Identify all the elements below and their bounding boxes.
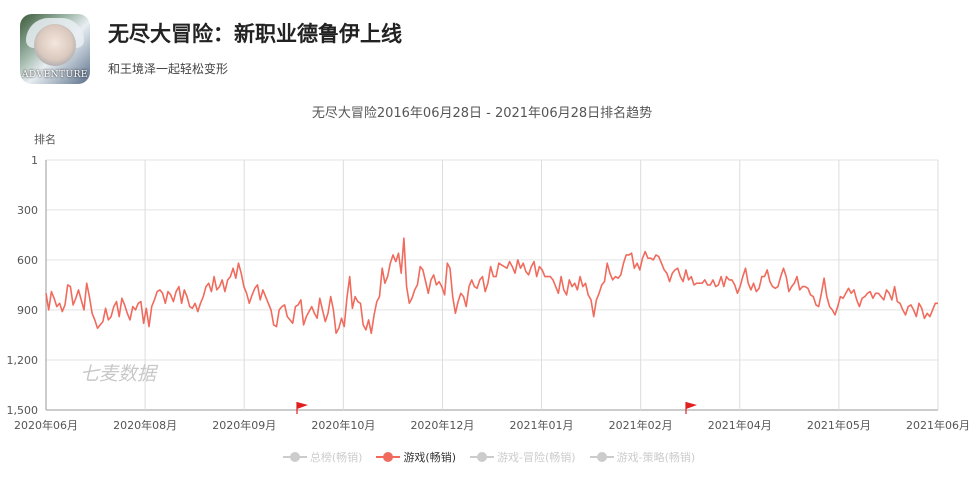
series-line-game-grossing[interactable] [45,237,938,335]
y-tick-label: 600 [17,254,38,267]
x-axis-ticks: 2020年06月 2020年08月 2020年09月 2020年10月 2020年12月… [14,418,970,432]
x-tick-label: 2021年04月 [708,418,772,432]
app-header: ADVENTURE 无尽大冒险：新职业德鲁伊上线 和王境泽一起轻松变形 [20,14,920,86]
y-tick-label: 900 [17,304,38,317]
legend-dot-icon [470,452,495,462]
rank-trend-chart: 无尽大冒险2016年06月28日 - 2021年06月28日排名趋势 排名 1 3… [7,105,971,432]
app-icon[interactable]: ADVENTURE [20,14,90,84]
legend-item[interactable]: 总榜(畅销) [282,449,363,465]
x-tick-label: 2020年09月 [212,418,276,432]
legend-item[interactable]: 游戏(畅销) [376,449,456,465]
y-axis-label: 排名 [34,132,56,146]
x-tick-label: 2020年08月 [113,418,177,432]
x-tick-label: 2021年05月 [807,418,871,432]
x-tick-label: 2020年10月 [311,418,375,432]
x-tick-label: 2021年02月 [609,418,673,432]
y-tick-label: 300 [17,204,38,217]
y-tick-label: 1,200 [7,354,39,367]
chart-legend: 总榜(畅销) 游戏(畅销) 游戏-冒险(畅销) 游戏-策略(畅销) [0,449,978,465]
event-markers [296,402,697,414]
legend-label: 游戏-冒险(畅销) [497,451,576,464]
legend-dot-icon [376,452,401,462]
app-title: 无尽大冒险：新职业德鲁伊上线 [108,22,402,46]
x-tick-label: 2020年12月 [410,418,474,432]
x-tick-label: 2021年01月 [510,418,574,432]
app-subtitle: 和王境泽一起轻松变形 [108,62,229,76]
legend-label: 总榜(畅销) [309,451,363,464]
chart-title: 无尽大冒险2016年06月28日 - 2021年06月28日排名趋势 [312,105,652,121]
flag-icon[interactable] [296,402,308,414]
app-icon-logo-text: ADVENTURE [22,70,88,80]
legend-item[interactable]: 游戏-冒险(畅销) [470,449,576,465]
app-icon-face [34,24,76,66]
y-tick-label: 1 [31,154,38,167]
x-tick-label: 2021年06月 [906,418,970,432]
chart-grid [45,159,939,411]
y-tick-label: 1,500 [7,404,39,417]
x-tick-label: 2020年06月 [14,418,78,432]
watermark: 七麦数据 [80,363,159,385]
legend-dot-icon [282,452,307,462]
legend-label: 游戏-策略(畅销) [616,451,696,464]
y-axis-ticks: 1 300 600 900 1,200 1,500 [7,154,39,417]
legend-label: 游戏(畅销) [403,451,457,464]
legend-dot-icon [589,452,614,462]
flag-icon[interactable] [685,402,697,414]
legend-item[interactable]: 游戏-策略(畅销) [589,449,696,465]
